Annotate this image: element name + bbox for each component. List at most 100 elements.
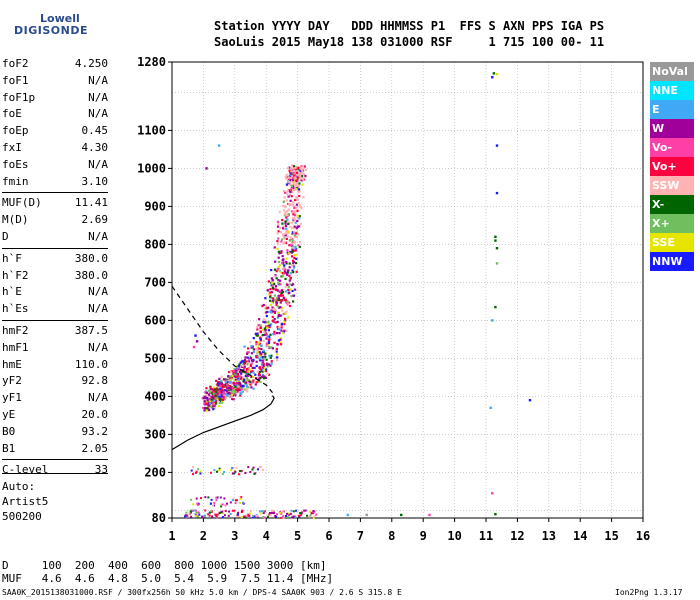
param-value: N/A (88, 391, 108, 405)
echo-point (280, 512, 283, 515)
echo-point (275, 515, 278, 518)
echo-point (287, 316, 290, 319)
echo-point (281, 258, 284, 262)
echo-point (272, 297, 275, 300)
echo-point (279, 231, 282, 234)
echo-point (237, 370, 240, 373)
echo-point (212, 403, 215, 406)
echo-point (208, 396, 211, 399)
echo-point (304, 509, 307, 512)
echo-point (287, 176, 290, 179)
echo-point (243, 365, 246, 368)
echo-point (230, 391, 233, 394)
echo-point (249, 471, 252, 474)
echo-point (221, 386, 224, 389)
echo-point (241, 390, 244, 393)
echo-point (234, 394, 237, 397)
echo-point (237, 366, 241, 369)
echo-point (294, 168, 297, 171)
echo-point (293, 174, 296, 177)
echo-point (213, 469, 216, 472)
echo-point (295, 183, 298, 186)
echo-point (258, 371, 262, 374)
echo-point (275, 347, 278, 351)
echo-point (297, 225, 301, 228)
param-name: D (2, 230, 9, 243)
param-name: fmin (2, 174, 29, 188)
echo-point (281, 510, 284, 513)
echo-point (276, 289, 280, 292)
echo-point (207, 513, 210, 516)
echo-point (196, 503, 199, 506)
echo-point (264, 311, 268, 314)
echo-point (400, 513, 403, 517)
echo-point (290, 237, 293, 240)
echo-point (195, 511, 198, 514)
echo-point (230, 394, 233, 397)
echo-point (289, 236, 292, 239)
echo-point (224, 378, 227, 381)
echo-point (229, 392, 232, 395)
echo-point (288, 169, 291, 172)
echo-point (219, 496, 222, 499)
echo-point (229, 388, 233, 391)
echo-point (278, 298, 281, 302)
echo-point (245, 376, 249, 380)
echo-point (252, 337, 255, 340)
echo-point (246, 388, 249, 391)
echo-point (228, 370, 231, 374)
echo-point (289, 199, 292, 202)
echo-point (250, 345, 253, 348)
echo-point (224, 380, 228, 384)
echo-point (267, 363, 271, 366)
echo-point (209, 405, 213, 408)
echo-point (491, 76, 494, 79)
echo-point (216, 383, 219, 386)
param-name: yF2 (2, 374, 22, 388)
echo-point (251, 516, 254, 519)
echo-point (222, 396, 225, 399)
echo-point (495, 191, 499, 195)
echo-point (286, 249, 289, 252)
echo-point (221, 388, 224, 391)
echo-point (269, 287, 272, 291)
echo-point (270, 354, 273, 357)
param-separator (2, 247, 108, 249)
echo-point (215, 496, 218, 499)
autoscaling-info: 500200 (2, 510, 42, 523)
echo-point (295, 181, 298, 185)
echo-point (205, 409, 209, 412)
echo-point (294, 174, 297, 177)
echo-point (295, 184, 298, 188)
echo-point (292, 271, 295, 274)
echo-point (271, 511, 274, 514)
echo-point (243, 361, 246, 364)
echo-point (192, 503, 195, 506)
echo-point (236, 390, 239, 393)
echo-point (205, 402, 208, 405)
echo-point (274, 288, 278, 292)
echo-point (214, 394, 217, 397)
param-name: B0 (2, 424, 16, 438)
echo-point (274, 274, 277, 277)
echo-point (291, 246, 294, 249)
echo-point (278, 328, 281, 331)
echo-point (190, 515, 193, 518)
param-value: 20.0 (81, 408, 109, 421)
echo-point (254, 373, 257, 376)
echo-point (301, 183, 304, 186)
echo-point (220, 394, 223, 397)
echo-point (299, 172, 302, 175)
echo-point (268, 345, 271, 349)
echo-point (289, 512, 292, 515)
echo-point (201, 397, 204, 400)
echo-point (281, 272, 284, 275)
echo-point (233, 369, 236, 373)
echo-point (237, 385, 240, 388)
echo-point (203, 395, 206, 398)
echo-point (207, 496, 210, 499)
echo-point (265, 358, 268, 361)
echo-point (278, 331, 281, 335)
echo-point (212, 390, 215, 393)
echo-point (252, 379, 255, 382)
